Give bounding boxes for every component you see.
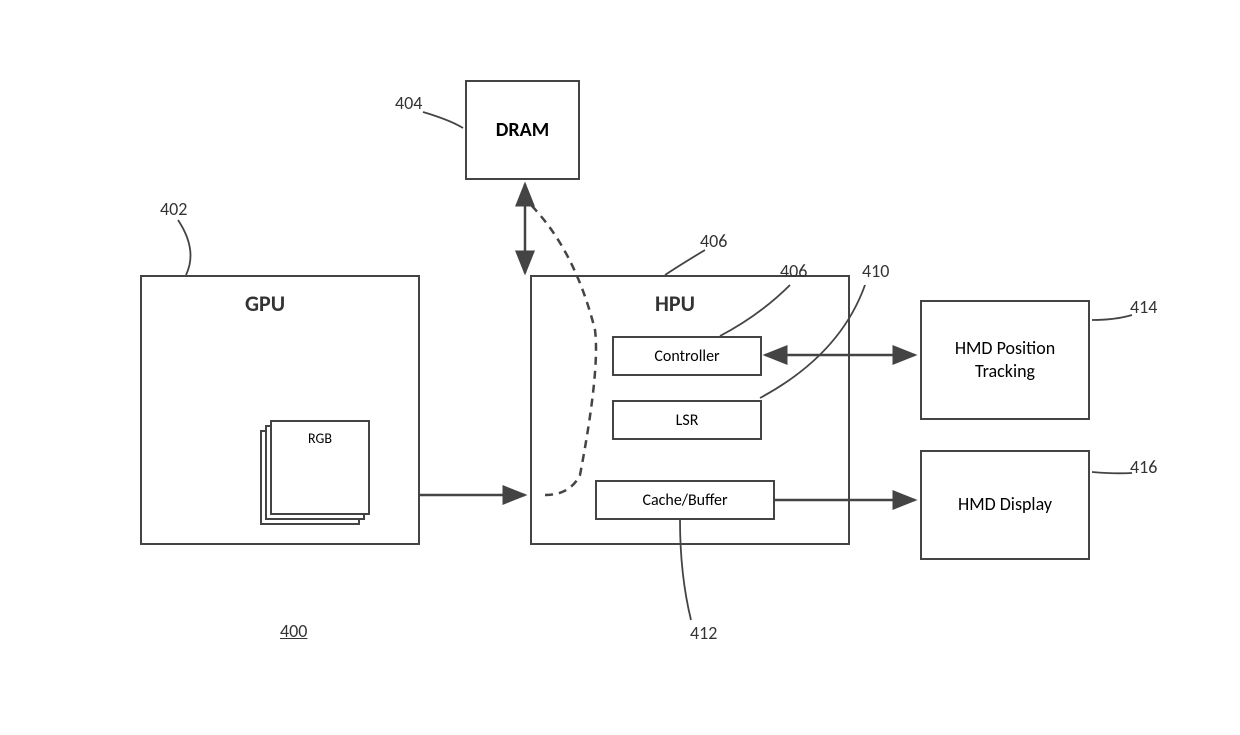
lsr-label: LSR <box>676 411 699 430</box>
ref-410: 410 <box>862 260 889 282</box>
leader-416 <box>1092 472 1132 473</box>
rgb-stack-front: RGB <box>270 420 370 515</box>
cache-box: Cache/Buffer <box>595 480 775 520</box>
ref-412: 412 <box>690 622 717 644</box>
leader-404 <box>423 112 463 128</box>
leader-402 <box>178 220 191 275</box>
cache-label: Cache/Buffer <box>642 491 727 510</box>
ref-406a: 406 <box>700 230 727 252</box>
ref-400: 400 <box>280 620 307 642</box>
ref-406b: 406 <box>780 260 807 282</box>
ref-414: 414 <box>1130 296 1157 318</box>
hmd-display-label: HMD Display <box>948 493 1062 516</box>
dram-box: DRAM <box>465 80 580 180</box>
gpu-title: GPU <box>245 290 285 317</box>
leader-406a <box>665 250 705 275</box>
controller-box: Controller <box>612 336 762 376</box>
hmd-display-box: HMD Display <box>920 450 1090 560</box>
controller-label: Controller <box>654 347 719 366</box>
hmd-position-box: HMD Position Tracking <box>920 300 1090 420</box>
ref-402: 402 <box>160 198 187 220</box>
hmd-position-label: HMD Position Tracking <box>922 337 1088 384</box>
lsr-box: LSR <box>612 400 762 440</box>
leader-414 <box>1092 315 1132 320</box>
hpu-title: HPU <box>655 290 695 317</box>
dram-label: DRAM <box>496 118 549 142</box>
ref-416: 416 <box>1130 456 1157 478</box>
ref-404: 404 <box>395 92 422 114</box>
rgb-label: RGB <box>308 430 332 447</box>
